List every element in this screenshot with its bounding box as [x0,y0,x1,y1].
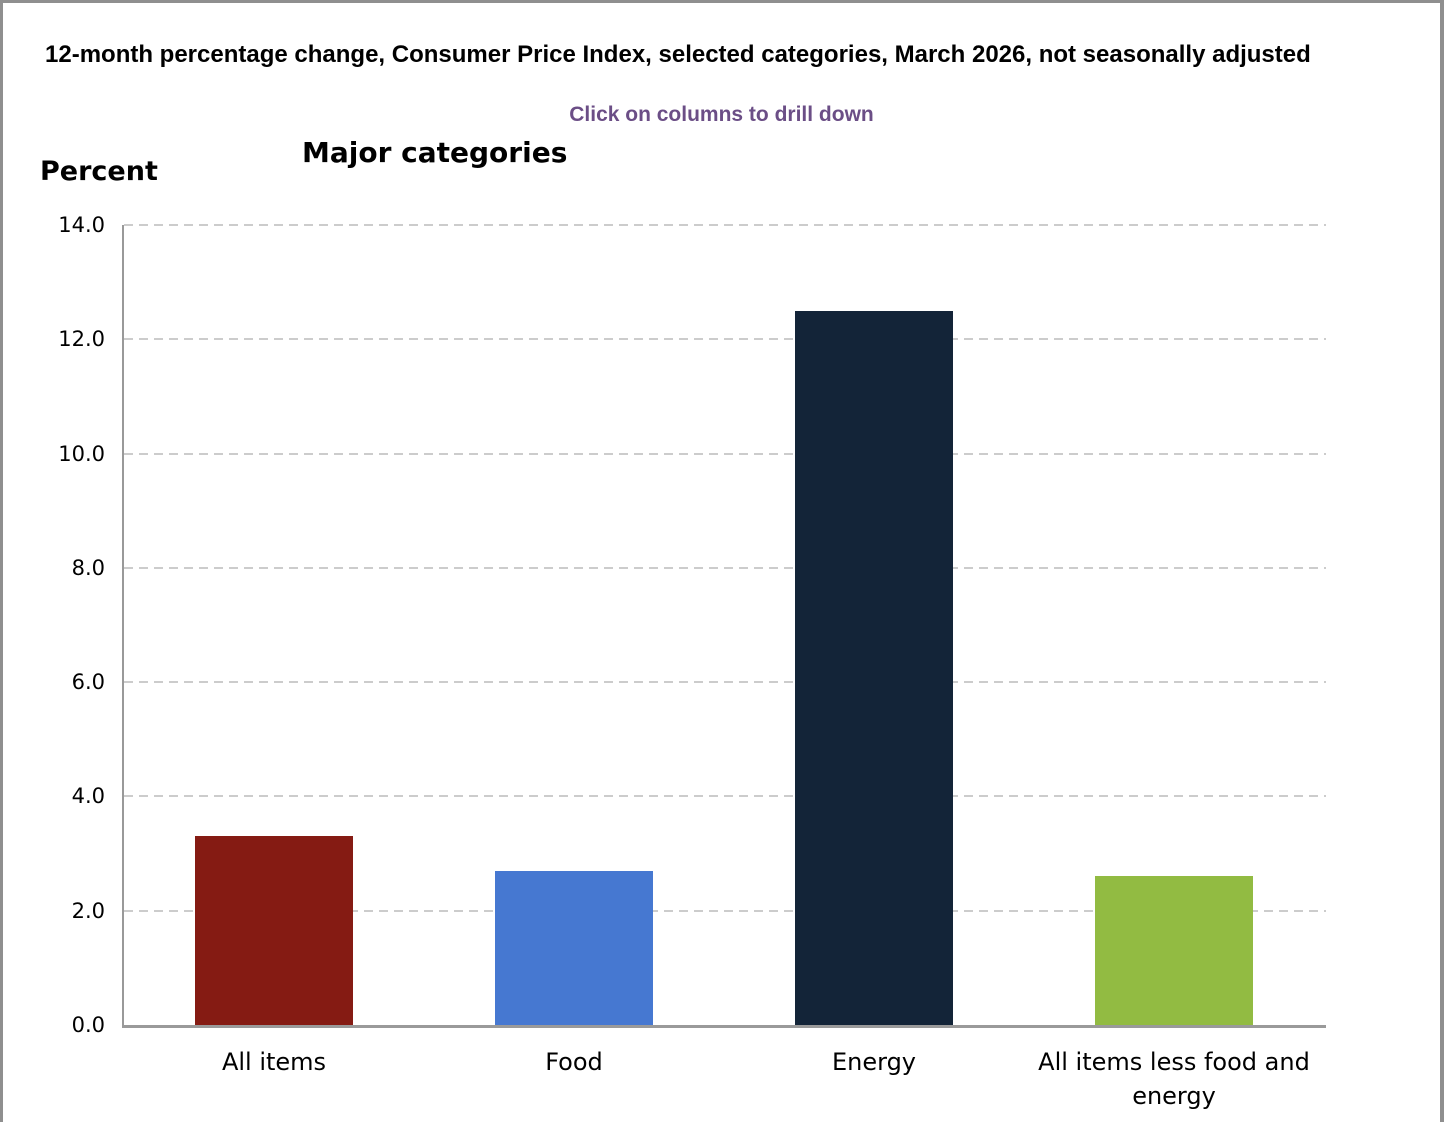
y-tick-label: 8.0 [71,555,105,580]
bars [124,225,1326,1025]
y-tick-label: 6.0 [71,670,105,695]
bar-slot [724,225,1024,1025]
page-title: 12-month percentage change, Consumer Pri… [45,41,1311,68]
gridline [124,338,1326,341]
bar-energy[interactable] [795,310,953,1025]
bar-slot [1024,225,1324,1025]
gridline [124,566,1326,569]
y-tick-label: 0.0 [71,1013,105,1037]
bar-all-items-less-food-and-energy[interactable] [1095,876,1253,1025]
bar-slot [124,225,424,1025]
y-tick-label: 12.0 [58,327,105,352]
chart-title: Major categories [302,136,568,169]
y-tick-label: 14.0 [58,213,105,237]
y-tick-label: 4.0 [71,784,105,809]
drill-down-hint: Click on columns to drill down [569,103,874,126]
bar-slot [424,225,724,1025]
x-axis-labels: All items Food Energy All items less food a… [124,1045,1326,1113]
plot-area [122,224,1326,1028]
gridline [124,795,1326,798]
x-axis-label: All items less food and energy [1038,1048,1310,1110]
x-axis-label: All items [221,1048,327,1076]
y-axis-ticks: 0.0 2.0 4.0 6.0 8.0 10.0 12.0 14.0 [3,213,105,1037]
gridline [124,909,1326,912]
y-axis-title: Percent [40,156,158,187]
x-axis-label: Energy [831,1048,917,1076]
gridline [124,452,1326,455]
bar-food[interactable] [495,870,653,1025]
x-axis-label: Food [545,1048,603,1076]
gridline [124,224,1326,226]
bar-all-items[interactable] [195,836,353,1025]
y-tick-label: 2.0 [71,898,105,923]
gridline [124,681,1326,684]
y-tick-label: 10.0 [58,441,105,466]
